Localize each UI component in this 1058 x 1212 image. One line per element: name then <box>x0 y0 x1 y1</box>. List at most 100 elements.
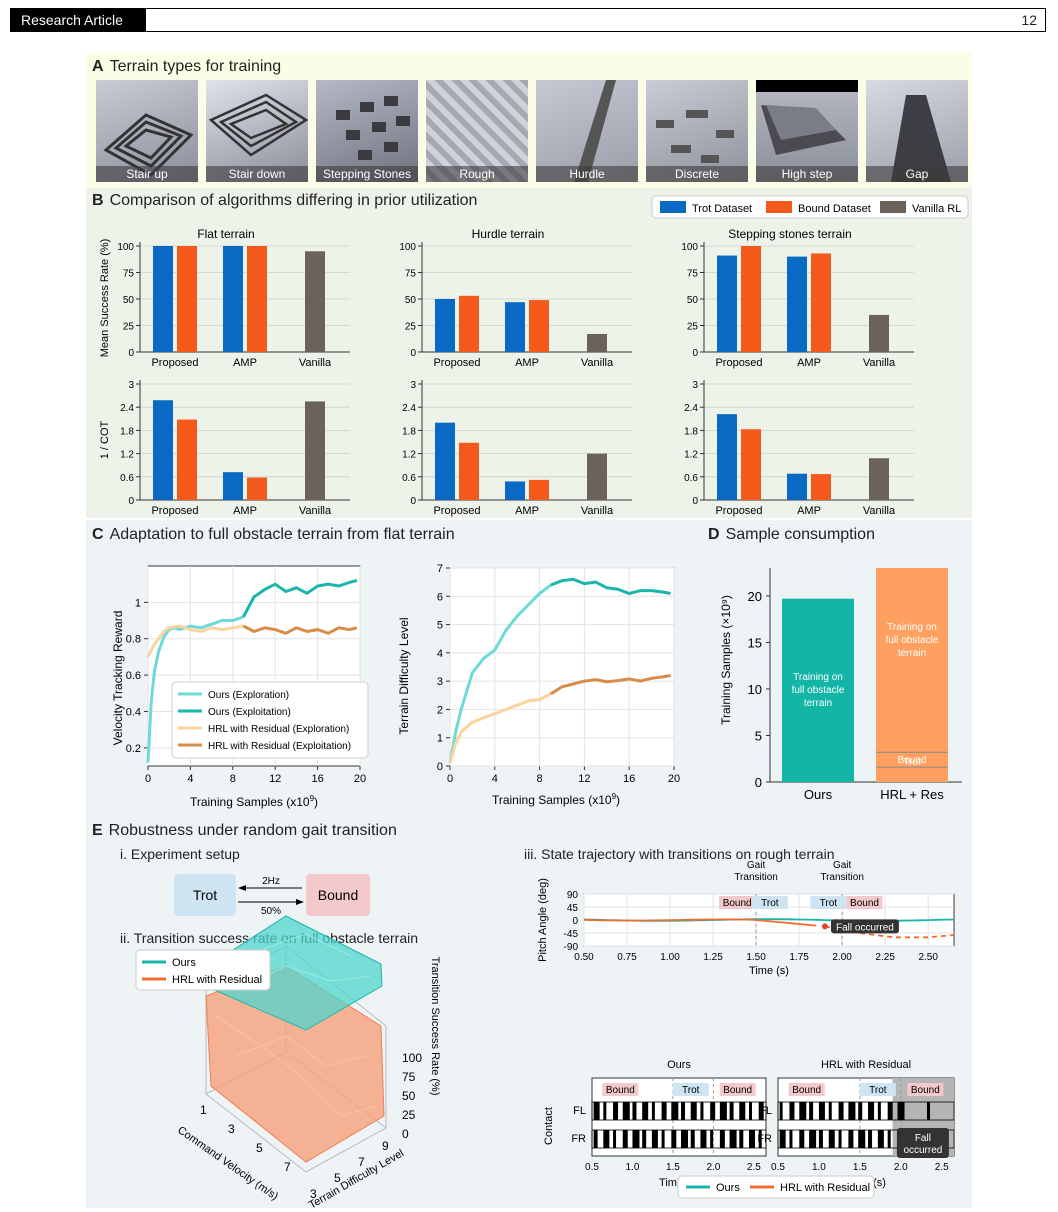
fall-label: Fall <box>915 1133 931 1144</box>
contact-mark <box>749 1102 753 1120</box>
surface-legend: Ours HRL with Residual <box>135 949 271 991</box>
contact-tag-bg <box>907 1083 944 1096</box>
x-tick-label: Proposed <box>151 357 198 369</box>
series-line <box>146 624 244 658</box>
x-tick-label: 1.5 <box>666 1162 680 1173</box>
bound-box <box>306 874 370 916</box>
contact-mark <box>868 1130 873 1148</box>
x-tick-label: 12 <box>578 773 590 785</box>
bar-trot <box>153 400 173 500</box>
x-tick-label: Vanilla <box>299 357 332 369</box>
contact-mark <box>749 1130 756 1148</box>
bar-trot <box>787 256 807 352</box>
y-tick-label: 5 <box>755 728 762 743</box>
bar-bound <box>811 474 831 500</box>
trot-label: Trot <box>193 887 217 903</box>
y-tick-label: 75 <box>687 269 699 280</box>
bar-bound <box>247 246 267 352</box>
contact-mark <box>681 1130 689 1148</box>
gait-label: Gait <box>833 860 852 871</box>
ylabel-cot: 1 / COT <box>99 420 111 459</box>
panel-a-title: A Terrain types for training <box>92 58 282 75</box>
gait-tag-bg <box>719 896 756 909</box>
x-tick-label: 1.0 <box>626 1162 640 1173</box>
y3d-tick-label: 7 <box>358 1155 365 1169</box>
y-tick-label: 2.4 <box>120 403 134 414</box>
xlabel-reward: Training Samples (x109) <box>190 794 318 809</box>
x-tick-label: 2.0 <box>706 1162 720 1173</box>
page-header: Research Article 12 <box>10 8 1046 32</box>
plot-frame <box>449 567 675 767</box>
contact-mark <box>710 1130 714 1148</box>
contact-tag: Trot <box>682 1085 700 1096</box>
contact-mark <box>838 1102 844 1120</box>
legend3d-hrl: HRL with Residual <box>172 974 262 986</box>
y-tick-label: 90 <box>567 890 579 901</box>
bar-bound <box>177 246 197 352</box>
y-tick-label: 0 <box>410 496 416 507</box>
contact-row-frame <box>591 1129 767 1149</box>
terrain-tile-hurdle: Hurdle <box>536 80 638 182</box>
contact-mark <box>739 1102 746 1120</box>
z-axis-label: Transition Success Rate (%) <box>429 957 441 1096</box>
z-tick-label: 75 <box>402 1070 416 1084</box>
bar-trot <box>717 255 737 352</box>
y-tick-label: 2.4 <box>402 403 416 414</box>
x-tick-label: HRL + Res <box>880 787 944 802</box>
series-line <box>549 674 671 696</box>
hrl-surface-mesh <box>215 1015 377 1117</box>
bar-bound <box>741 246 761 352</box>
fall-badge <box>896 1128 949 1158</box>
fall-badge <box>830 919 899 934</box>
contact-mark <box>789 1102 795 1120</box>
y-tick-label: 0.6 <box>402 473 416 484</box>
contact-mark <box>690 1102 697 1120</box>
y3d-tick-label: 9 <box>382 1139 389 1153</box>
contact-tag: Bound <box>911 1085 940 1096</box>
contact-tag-bg <box>602 1083 639 1096</box>
x-tick-label: 1.5 <box>853 1162 867 1173</box>
x-tick-label: 2.0 <box>894 1162 908 1173</box>
trajectory-title: iii. State trajectory with transitions o… <box>524 846 835 862</box>
y-tick-label: 0 <box>128 348 134 359</box>
legend-swatch-vanilla <box>880 201 906 213</box>
contact-mark <box>828 1102 832 1120</box>
trot-box <box>174 874 236 916</box>
y-tick-label: 0 <box>755 775 762 790</box>
contact-mark <box>838 1130 842 1148</box>
hrl-surface-mesh <box>235 1035 367 1067</box>
subplot-title-hurdle: Hurdle terrain <box>472 227 545 241</box>
panel-d-title: D Sample consumption <box>708 526 875 543</box>
contact-mark <box>719 1102 727 1120</box>
x-tick-label: Vanilla <box>581 505 614 517</box>
contact-mark <box>779 1102 783 1120</box>
bottom-legend: Ours HRL with Residual <box>677 1175 875 1199</box>
x-tick-label: 0.50 <box>574 952 594 963</box>
contact-mark <box>593 1130 598 1148</box>
contact-mark <box>858 1130 866 1148</box>
bar-trot <box>153 246 173 352</box>
panel-e: E Robustness under random gait transition… <box>86 816 972 1208</box>
ylabel-reward: Velocity Tracking Reward <box>111 611 125 746</box>
contact-title: Ours <box>667 1059 691 1071</box>
contact-mark <box>877 1130 884 1148</box>
xlabel-difficulty: Training Samples (x109) <box>492 792 620 807</box>
y-tick-label: 0 <box>437 761 443 773</box>
x-tick-label: AMP <box>797 505 821 517</box>
subplot-title-stepping: Stepping stones terrain <box>728 227 851 241</box>
x-tick-label: 1.0 <box>812 1162 826 1173</box>
x-tick-label: 4 <box>492 773 498 785</box>
bar-trot <box>717 414 737 500</box>
seg-trot-label: Trot <box>903 757 921 768</box>
y-tick-label: 3 <box>410 380 416 391</box>
x-tick-label: Proposed <box>715 505 762 517</box>
contact-mark <box>622 1102 630 1120</box>
y-tick-label: 25 <box>405 322 417 333</box>
terrain-tile-stair-down: Stair down <box>206 80 308 182</box>
prob-label: 50% <box>261 906 281 917</box>
y-tick-label: 4 <box>437 648 443 660</box>
x-tick-label: 1.25 <box>703 952 723 963</box>
x-tick-label: 2.25 <box>875 952 895 963</box>
x-tick-label: Proposed <box>433 505 480 517</box>
